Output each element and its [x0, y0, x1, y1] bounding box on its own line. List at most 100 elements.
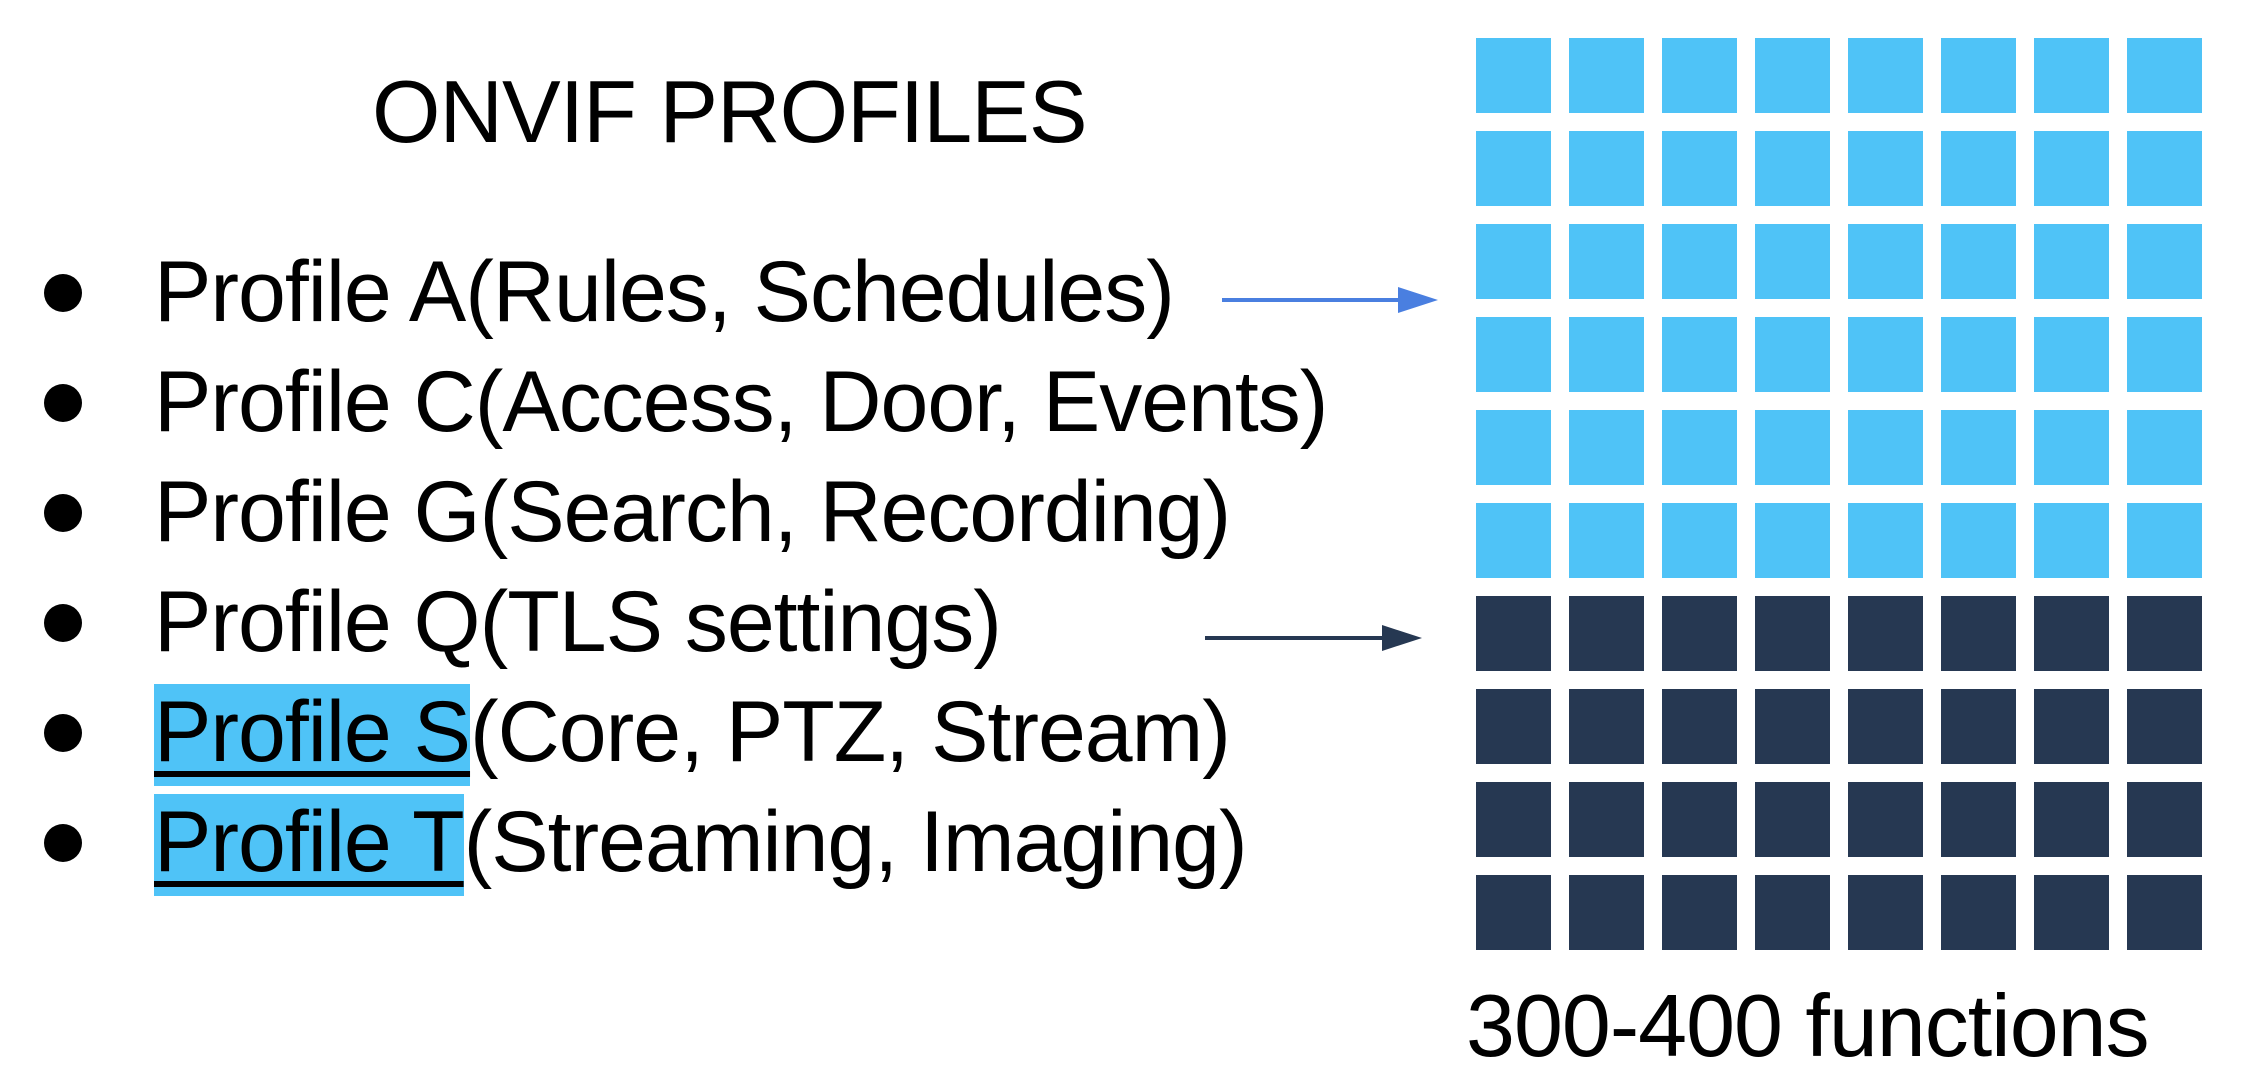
functions-caption: 300-400 functions [1466, 976, 2150, 1075]
profile-name: Profile A [154, 244, 466, 340]
function-cell-light [1941, 317, 2016, 392]
function-cell-light [1941, 224, 2016, 299]
function-cell-light [1476, 131, 1551, 206]
list-item-profile-a: Profile A(Rules, Schedules) [0, 236, 1440, 346]
function-cell-light [1848, 131, 1923, 206]
function-cell-dark [1848, 596, 1923, 671]
function-cell-light [2127, 38, 2202, 113]
function-cell-light [1476, 317, 1551, 392]
function-cell-light [1848, 38, 1923, 113]
bullet-icon [44, 824, 82, 862]
function-cell-light [1476, 503, 1551, 578]
lower-arrow-head [1382, 625, 1422, 651]
profile-name: Profile Q [154, 574, 481, 670]
function-cell-dark [1662, 875, 1737, 950]
function-cell-dark [1476, 875, 1551, 950]
function-cell-light [1476, 410, 1551, 485]
function-cell-light [1476, 224, 1551, 299]
function-cell-dark [1662, 782, 1737, 857]
function-cell-dark [1755, 782, 1830, 857]
function-cell-light [1662, 410, 1737, 485]
function-cell-light [1755, 317, 1830, 392]
function-cell-light [1941, 131, 2016, 206]
function-cell-dark [1476, 689, 1551, 764]
function-cell-light [1941, 38, 2016, 113]
function-cell-dark [1848, 689, 1923, 764]
bullet-icon [44, 274, 82, 312]
function-cell-light [2127, 503, 2202, 578]
function-cell-dark [1848, 875, 1923, 950]
profile-name-highlighted: Profile S [154, 684, 471, 786]
function-cell-light [1755, 224, 1830, 299]
function-cell-light [2034, 131, 2109, 206]
function-cell-light [1662, 503, 1737, 578]
bullet-icon [44, 714, 82, 752]
function-cell-light [2127, 410, 2202, 485]
list-item-profile-q: Profile Q(TLS settings) [0, 566, 1440, 676]
function-cell-dark [1569, 875, 1644, 950]
function-cell-light [1755, 38, 1830, 113]
profile-list: Profile A(Rules, Schedules) Profile C(Ac… [0, 236, 1440, 896]
function-cell-dark [2127, 596, 2202, 671]
function-cell-light [1569, 131, 1644, 206]
function-cell-light [1848, 503, 1923, 578]
function-cell-dark [2034, 596, 2109, 671]
function-cell-light [2034, 503, 2109, 578]
function-cell-light [2034, 410, 2109, 485]
upper-arrow-head [1398, 287, 1438, 313]
profile-name: Profile G [154, 464, 481, 560]
profile-detail: (Access, Door, Events) [474, 354, 1329, 450]
function-cell-dark [2034, 875, 2109, 950]
function-cell-light [1662, 131, 1737, 206]
function-cell-light [2127, 131, 2202, 206]
function-cell-dark [1755, 875, 1830, 950]
function-cell-dark [1941, 875, 2016, 950]
function-cell-light [2127, 224, 2202, 299]
function-cell-light [1476, 38, 1551, 113]
function-cell-light [1569, 224, 1644, 299]
profile-detail: (Streaming, Imaging) [463, 794, 1248, 890]
function-cell-light [1662, 317, 1737, 392]
list-item-profile-s: Profile S(Core, PTZ, Stream) [0, 676, 1440, 786]
profile-detail: (TLS settings) [479, 574, 1002, 670]
function-cell-dark [2127, 782, 2202, 857]
bullet-icon [44, 604, 82, 642]
function-cell-light [2034, 224, 2109, 299]
function-cell-dark [1848, 782, 1923, 857]
function-cell-dark [1662, 689, 1737, 764]
function-cell-dark [1662, 596, 1737, 671]
function-cell-dark [2127, 875, 2202, 950]
function-cell-light [2127, 317, 2202, 392]
function-cell-dark [2034, 689, 2109, 764]
lower-arrow [1205, 625, 1422, 651]
function-cell-dark [1941, 689, 2016, 764]
profile-detail: (Rules, Schedules) [465, 244, 1175, 340]
function-cell-light [1662, 38, 1737, 113]
function-cell-light [1755, 503, 1830, 578]
function-cell-light [1569, 503, 1644, 578]
function-cell-dark [2034, 782, 2109, 857]
list-item-profile-g: Profile G(Search, Recording) [0, 456, 1440, 566]
function-cell-dark [2127, 689, 2202, 764]
function-cell-dark [1476, 782, 1551, 857]
function-grid [1476, 38, 2204, 952]
profile-detail: (Search, Recording) [479, 464, 1232, 560]
function-cell-light [1848, 317, 1923, 392]
function-cell-light [1941, 410, 2016, 485]
function-cell-light [1569, 317, 1644, 392]
function-cell-light [1569, 38, 1644, 113]
profile-name: Profile C [154, 354, 476, 450]
list-item-profile-c: Profile C(Access, Door, Events) [0, 346, 1440, 456]
function-cell-dark [1755, 596, 1830, 671]
function-cell-dark [1569, 596, 1644, 671]
bullet-icon [44, 494, 82, 532]
function-cell-dark [1941, 782, 2016, 857]
function-cell-light [1755, 410, 1830, 485]
function-cell-dark [1941, 596, 2016, 671]
function-cell-light [1569, 410, 1644, 485]
function-cell-dark [1755, 689, 1830, 764]
function-cell-light [1941, 503, 2016, 578]
profile-detail: (Core, PTZ, Stream) [470, 684, 1231, 780]
function-cell-dark [1569, 689, 1644, 764]
